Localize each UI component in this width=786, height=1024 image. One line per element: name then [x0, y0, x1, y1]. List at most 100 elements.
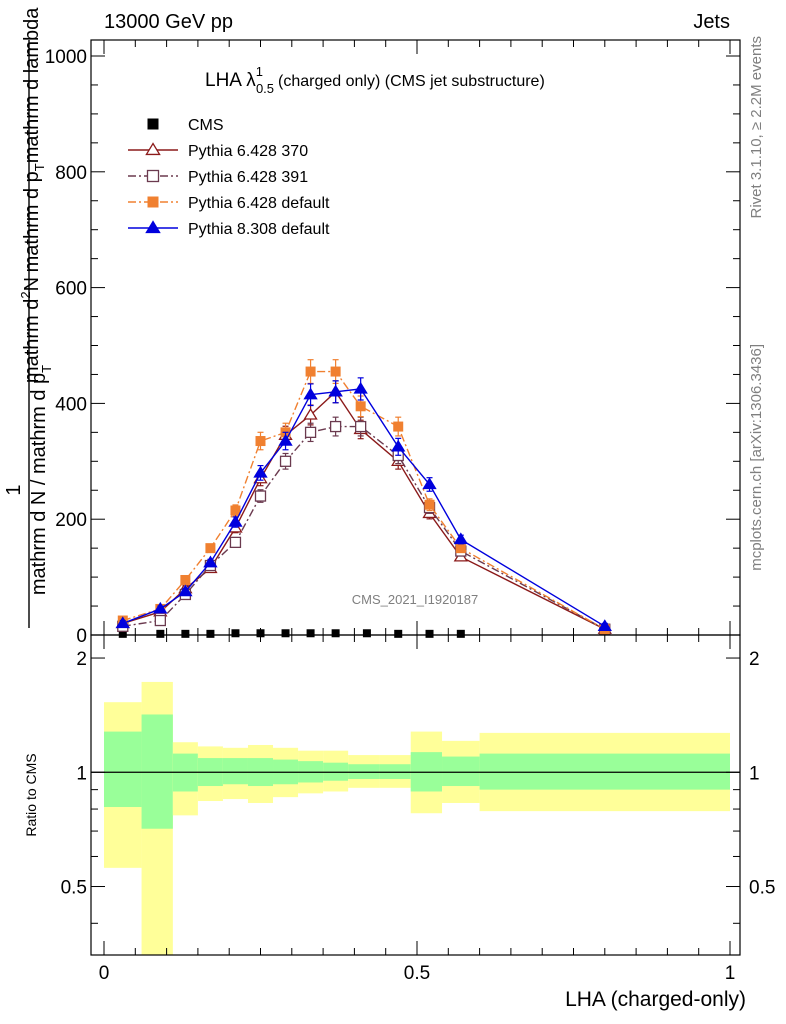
- legend-entry: Pythia 8.308 default: [128, 220, 330, 238]
- data-point: [205, 543, 216, 554]
- legend: CMS Pythia 6.428 370 Pythia 6.428 391 Pythi…: [128, 117, 330, 238]
- legend-marker: [146, 169, 160, 183]
- data-point: [255, 436, 266, 447]
- data-point: [353, 381, 368, 394]
- y-tick-label: 0: [76, 626, 87, 647]
- data-point: [303, 407, 318, 420]
- legend-marker: [145, 142, 161, 156]
- ratio-inner-band: [222, 758, 248, 785]
- data-point: [355, 401, 366, 412]
- data-point: [305, 366, 316, 377]
- data-point: [156, 629, 165, 638]
- main-axes: 0 200 400 600 800 1000 0 0.5 1 0.5 0.5 1 1 2 2: [45, 40, 775, 984]
- legend-label: Pythia 6.428 370: [188, 143, 308, 160]
- legend-label: CMS: [188, 117, 224, 134]
- ratio-y-tick-label-right: 2: [749, 649, 760, 670]
- data-point: [115, 616, 130, 629]
- ratio-uncertainty-bands: [91, 681, 740, 955]
- ratio-inner-band: [104, 731, 142, 808]
- data-point: [279, 455, 292, 467]
- series-0: [118, 629, 465, 638]
- data-point: [330, 366, 341, 377]
- header-jets: Jets: [693, 11, 730, 33]
- legend-label: Pythia 8.308 default: [188, 221, 330, 238]
- data-point: [206, 629, 215, 638]
- x-tick-label: 1: [725, 963, 736, 984]
- y-tick-label: 800: [55, 163, 87, 184]
- legend-entry: Pythia 6.428 391: [128, 169, 308, 186]
- ratio-inner-band: [141, 714, 173, 829]
- data-point: [180, 574, 191, 585]
- plot-title: LHA λ1 0.5 (charged only) (CMS jet substru…: [205, 64, 545, 96]
- series-layer: [115, 359, 612, 638]
- ratio-y-tick-label-right: 0.5: [749, 878, 775, 899]
- y-label-numerator-line1: mathrm d2N: [18, 277, 43, 383]
- legend-entry: CMS: [147, 117, 224, 134]
- data-point: [203, 555, 218, 568]
- ratio-inner-band: [348, 764, 380, 780]
- data-point: [256, 629, 265, 638]
- ratio-plot-frame: [90, 634, 741, 956]
- data-point: [424, 499, 435, 510]
- data-point: [254, 490, 267, 502]
- data-point: [328, 384, 343, 397]
- data-point: [331, 629, 340, 638]
- legend-entry: Pythia 6.428 370: [128, 142, 308, 160]
- data-point: [178, 584, 193, 597]
- y-tick-label: 1000: [45, 47, 87, 68]
- data-point: [181, 629, 190, 638]
- x-axis-label: LHA (charged-only): [565, 988, 746, 1011]
- main-y-axis-label: 1 mathrm d2N mathrm d pTmathrm d lambda …: [3, 7, 54, 628]
- ratio-y-tick-label: 1: [76, 763, 87, 784]
- data-point: [154, 614, 166, 627]
- data-point: [303, 387, 318, 400]
- data-point: [391, 439, 406, 452]
- ratio-inner-band: [442, 756, 480, 787]
- legend-label: Pythia 6.428 default: [188, 195, 330, 212]
- series-4: [115, 377, 612, 632]
- ratio-y-tick-label-right: 1: [749, 763, 760, 784]
- data-point: [453, 532, 468, 545]
- data-point: [362, 629, 371, 638]
- data-point: [153, 601, 168, 614]
- data-point: [228, 514, 243, 527]
- analysis-id: CMS_2021_I1920187: [352, 592, 479, 607]
- legend-marker: [147, 196, 159, 208]
- data-point: [229, 536, 242, 549]
- data-point: [278, 433, 293, 446]
- y-tick-label: 200: [55, 510, 87, 531]
- data-point: [422, 477, 437, 490]
- data-point: [253, 465, 268, 478]
- ratio-y-axis-label: Ratio to CMS: [23, 753, 39, 836]
- data-point: [597, 619, 612, 632]
- legend-entry: Pythia 6.428 default: [128, 195, 330, 212]
- data-point: [231, 629, 240, 638]
- data-point: [118, 629, 127, 638]
- side-rivet-label: Rivet 3.1.10, ≥ 2.2M events: [748, 36, 765, 219]
- data-point: [304, 426, 317, 439]
- data-point: [393, 421, 404, 432]
- header-energy: 13000 GeV pp: [104, 11, 233, 33]
- data-point: [455, 543, 466, 554]
- data-point: [306, 629, 315, 638]
- data-point: [355, 420, 367, 433]
- series-line: [122, 388, 606, 627]
- legend-marker: [147, 118, 159, 130]
- x-tick-label: 0: [99, 963, 110, 984]
- x-tick-label: 0.5: [404, 963, 430, 984]
- series-line: [122, 370, 606, 630]
- y-label-denominator: mathrm d N / mathrm d pT: [28, 365, 54, 595]
- y-tick-label: 400: [55, 394, 87, 415]
- side-mcplots-label: mcplots.cern.ch [arXiv:1306.3436]: [748, 344, 765, 571]
- data-point: [281, 629, 290, 638]
- data-point: [425, 629, 434, 638]
- y-tick-label: 600: [55, 279, 87, 300]
- data-point: [456, 629, 465, 638]
- legend-marker: [145, 220, 161, 234]
- ratio-y-tick-label: 0.5: [61, 878, 87, 899]
- y-label-prefix: 1: [3, 484, 25, 495]
- ratio-y-tick-label: 2: [76, 649, 87, 670]
- data-point: [230, 505, 241, 516]
- legend-label: Pythia 6.428 391: [188, 169, 308, 186]
